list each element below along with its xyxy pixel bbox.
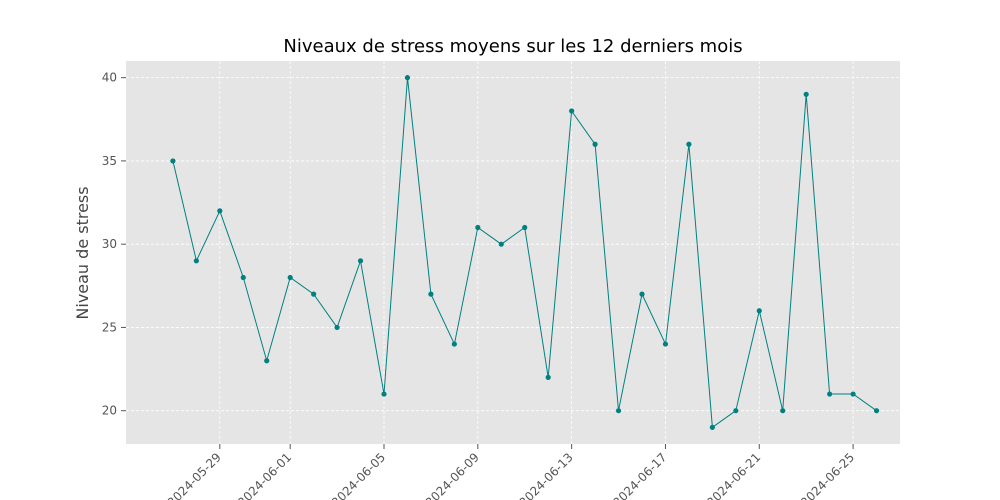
data-point (615, 408, 622, 414)
data-point (404, 75, 411, 81)
data-point (639, 291, 645, 297)
y-tick-label: 35 (102, 154, 117, 168)
data-point (522, 224, 528, 231)
data-point (217, 208, 223, 214)
data-point (475, 224, 481, 231)
data-point (709, 424, 715, 430)
y-tick-label: 20 (102, 404, 117, 418)
y-tick-label: 30 (102, 237, 117, 251)
plot-background (126, 61, 900, 444)
x-tick-label: 2024-06-01 (235, 450, 294, 500)
data-point (662, 341, 669, 347)
data-point (311, 291, 317, 297)
x-tick-label: 2024-06-21 (704, 450, 763, 500)
x-tick-label: 2024-06-13 (517, 450, 576, 500)
data-point (733, 408, 739, 414)
data-point (428, 291, 434, 297)
x-tick-label: 2024-06-09 (423, 450, 482, 500)
data-point (264, 358, 270, 364)
data-point (357, 258, 364, 264)
y-axis-label: Niveau de stress (73, 186, 92, 319)
data-point (686, 141, 692, 147)
data-point (334, 324, 340, 331)
data-point (803, 91, 809, 97)
x-tick-label: 2024-06-17 (610, 450, 669, 500)
y-tick-label: 25 (102, 320, 117, 334)
data-series (170, 75, 880, 430)
data-point (287, 274, 293, 281)
x-tick-label: 2024-06-25 (798, 450, 857, 500)
grid-lines (126, 61, 900, 444)
data-point (545, 374, 551, 380)
data-point (498, 241, 504, 247)
data-point (569, 108, 575, 114)
data-point (873, 408, 880, 414)
x-tick-label: 2024-06-05 (329, 450, 388, 500)
data-point (780, 408, 786, 414)
data-point (827, 391, 833, 397)
data-point (240, 274, 246, 281)
data-point (756, 308, 762, 314)
x-tick-label: 2024-05-29 (165, 450, 224, 500)
chart-title: Niveaux de stress moyens sur les 12 dern… (283, 36, 742, 57)
data-point (170, 158, 176, 164)
data-point (850, 391, 856, 397)
data-point (592, 141, 598, 147)
data-point (451, 341, 457, 347)
data-point (193, 258, 199, 264)
y-tick-label: 40 (102, 71, 117, 85)
data-point (381, 391, 387, 397)
